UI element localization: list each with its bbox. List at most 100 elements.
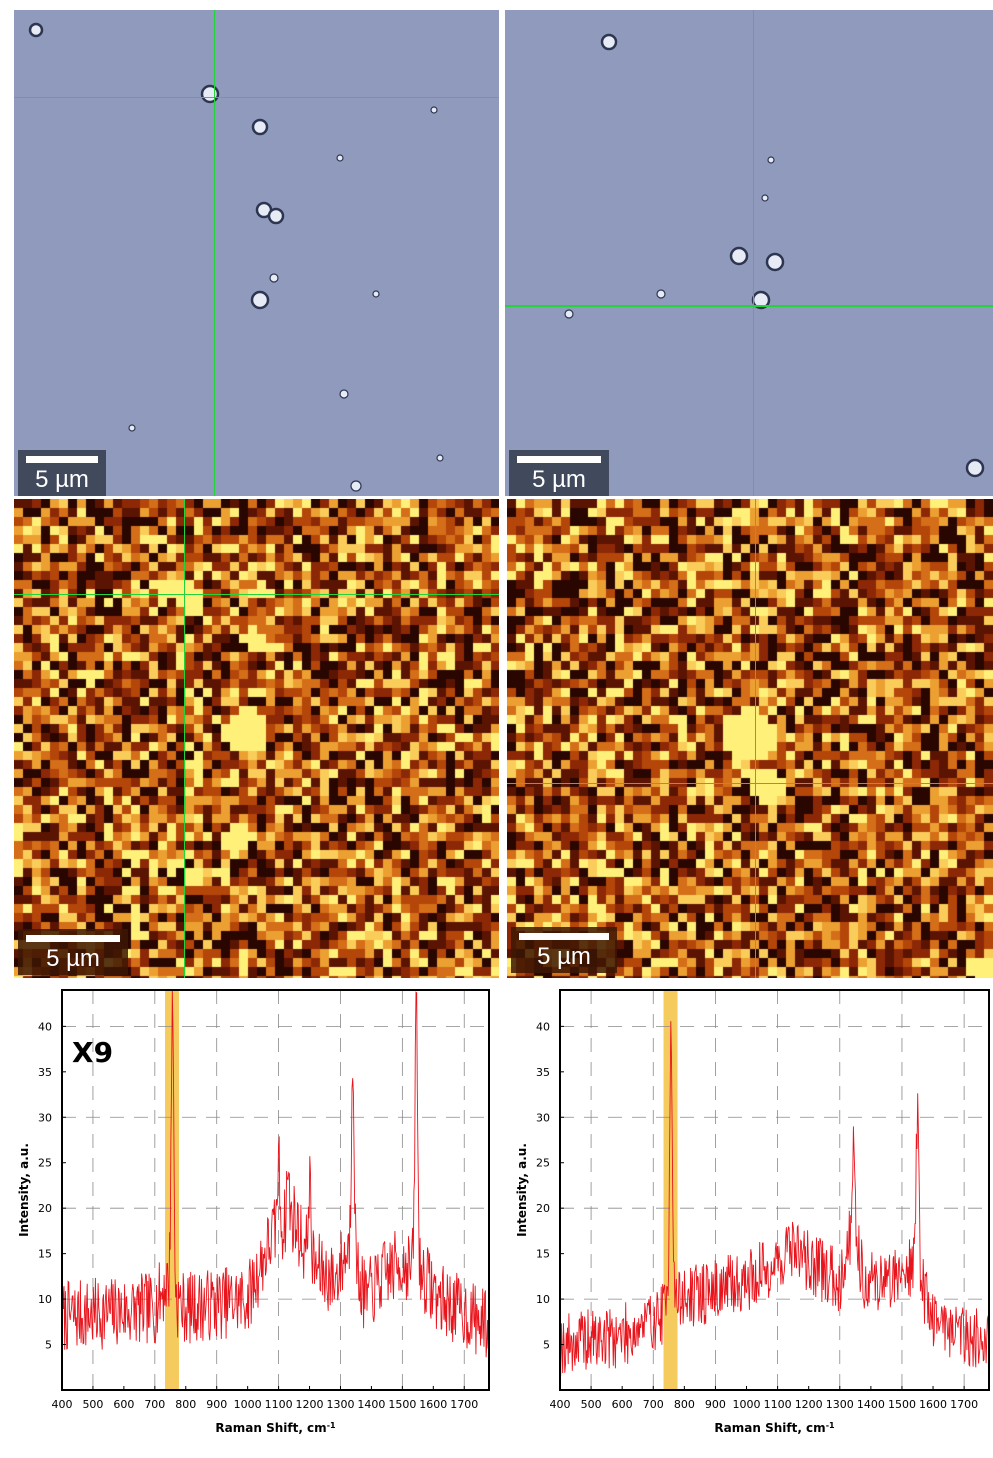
particle <box>372 290 380 298</box>
scale-bar: 5 µm <box>511 927 617 973</box>
x-tick-label: 1100 <box>265 1398 293 1411</box>
x-tick-label: 1600 <box>419 1398 447 1411</box>
scale-bar: 5 µm <box>18 929 128 975</box>
particle <box>767 156 775 164</box>
particle <box>765 252 785 272</box>
y-tick-label: 20 <box>38 1202 52 1215</box>
scale-bar-label: 5 µm <box>537 943 591 970</box>
x-tick-label: 900 <box>705 1398 726 1411</box>
crosshair-vertical <box>752 10 755 496</box>
crosshair-vertical <box>183 499 186 978</box>
x-tick-label: 400 <box>52 1398 73 1411</box>
y-axis-label: Intensity, a.u. <box>17 1143 31 1237</box>
particle <box>339 389 349 399</box>
x-tick-label: 1600 <box>919 1398 947 1411</box>
x-tick-label: 1300 <box>826 1398 854 1411</box>
y-tick-label: 35 <box>536 1066 550 1079</box>
crosshair-vertical <box>213 10 216 496</box>
x-tick-label: 900 <box>206 1398 227 1411</box>
x-tick-label: 1500 <box>388 1398 416 1411</box>
plot-frame <box>559 989 990 1391</box>
x-tick-label: 500 <box>82 1398 103 1411</box>
particle <box>250 290 270 310</box>
particle <box>600 33 618 51</box>
y-tick-label: 15 <box>38 1248 52 1261</box>
y-tick-label: 20 <box>536 1202 550 1215</box>
particle <box>251 118 269 136</box>
y-tick-label: 5 <box>45 1339 52 1352</box>
plot-area <box>62 990 489 1390</box>
y-axis-label: Intensity, a.u. <box>515 1143 529 1237</box>
plot-frame <box>61 989 490 1391</box>
y-tick-label: 10 <box>536 1293 550 1306</box>
raman-spectrum-left: 400 500 600 700 800 900 1000 1100 1200 1300 1400 15… <box>17 989 490 1436</box>
raman-map-left: 5 µm <box>14 499 499 978</box>
grid <box>560 990 989 1390</box>
scale-bar-label: 5 µm <box>532 466 586 493</box>
y-tick-label: 10 <box>38 1293 52 1306</box>
x-tick-label: 1100 <box>764 1398 792 1411</box>
raman-map-canvas <box>507 499 993 978</box>
x-axis-label: Raman Shift, cm-1 <box>215 1421 336 1436</box>
crosshair-horizontal <box>505 305 993 307</box>
scale-bar-label: 5 µm <box>35 466 89 493</box>
particle <box>200 84 220 104</box>
scale-bar-label: 5 µm <box>46 945 100 972</box>
x-tick-label: 1000 <box>234 1398 262 1411</box>
particle <box>564 309 574 319</box>
x-tick-label: 600 <box>113 1398 134 1411</box>
y-tick-label: 35 <box>38 1066 52 1079</box>
grid <box>62 990 489 1390</box>
x-tick-label: 1300 <box>326 1398 354 1411</box>
y-tick-label: 40 <box>38 1020 52 1033</box>
y-tick-label: 5 <box>543 1339 550 1352</box>
optical-image-right: 5 µm <box>505 10 993 496</box>
optical-image-left: 5 µm <box>14 10 499 496</box>
crosshair-horizontal <box>14 593 499 596</box>
crosshair-horizontal <box>14 96 499 98</box>
x-tick-label: 1700 <box>950 1398 978 1411</box>
x-tick-label: 1200 <box>795 1398 823 1411</box>
particle <box>965 458 985 478</box>
plot-area <box>560 990 989 1390</box>
y-tick-label: 30 <box>38 1111 52 1124</box>
particle <box>729 246 749 266</box>
particle <box>267 207 285 225</box>
x-tick-label: 1400 <box>857 1398 885 1411</box>
raman-map-canvas <box>14 499 499 978</box>
crosshair-horizontal <box>507 782 993 785</box>
x-tick-label: 1200 <box>296 1398 324 1411</box>
x-tick-label: 800 <box>674 1398 695 1411</box>
raman-map-right: 5 µm <box>507 499 993 978</box>
y-tick-label: 30 <box>536 1111 550 1124</box>
x-tick-label: 400 <box>550 1398 571 1411</box>
scale-bar: 5 µm <box>509 450 609 496</box>
particle <box>656 289 666 299</box>
particle <box>436 454 444 462</box>
particle-layer <box>28 22 444 492</box>
particle <box>336 154 344 162</box>
x-tick-label: 1500 <box>888 1398 916 1411</box>
crosshair-vertical <box>754 499 757 978</box>
x-tick-label: 1000 <box>733 1398 761 1411</box>
particle <box>128 424 136 432</box>
particle <box>28 22 44 38</box>
x-tick-label: 700 <box>144 1398 165 1411</box>
y-tick-label: 40 <box>536 1020 550 1033</box>
particle <box>761 194 769 202</box>
spectrum-line <box>61 989 490 1358</box>
particle <box>430 106 438 114</box>
x-tick-label: 800 <box>175 1398 196 1411</box>
raman-spectrum-right: 400 500 600 700 800 900 1000 1100 1200 1300 1400 15… <box>515 989 990 1436</box>
x-tick-label: 700 <box>643 1398 664 1411</box>
particle-layer <box>564 33 985 478</box>
y-tick-label: 25 <box>536 1157 550 1170</box>
panel-annotation: X9 <box>72 1036 113 1069</box>
x-tick-label: 600 <box>612 1398 633 1411</box>
y-tick-label: 25 <box>38 1157 52 1170</box>
x-axis-label: Raman Shift, cm-1 <box>714 1421 835 1436</box>
particle <box>350 480 362 492</box>
x-tick-label: 1700 <box>450 1398 478 1411</box>
spectrum-line <box>559 1021 990 1377</box>
x-tick-label: 1400 <box>357 1398 385 1411</box>
